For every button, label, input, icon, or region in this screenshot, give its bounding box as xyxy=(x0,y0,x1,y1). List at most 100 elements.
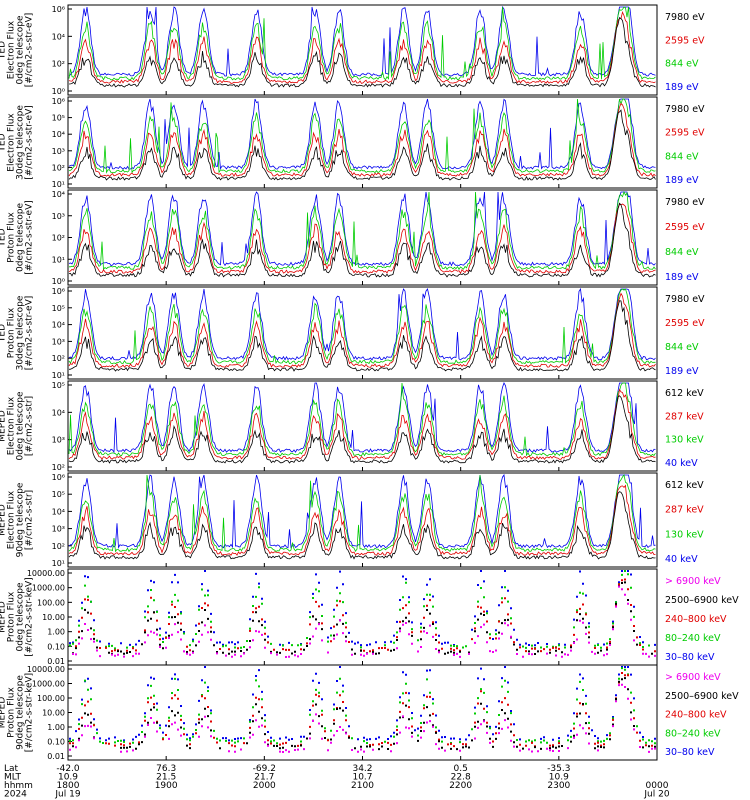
series-trace xyxy=(69,570,656,647)
x-tick-label: 21.7 xyxy=(254,773,274,783)
panel-8: 10000.00 1000.00 100.00 10.00 1.00 0.10 0.01 ME… xyxy=(0,664,739,761)
series-trace xyxy=(68,388,656,460)
y-tick-label: 10¹ xyxy=(52,559,65,568)
y-tick-label: 10000.00 xyxy=(27,665,65,674)
x-tick-label: 1800 xyxy=(57,781,80,791)
legend-entry: 189 eV xyxy=(665,272,699,283)
series-trace xyxy=(68,491,656,560)
x-tick-label: 76.3 xyxy=(156,764,176,774)
legend-entry: 844 eV xyxy=(665,59,699,70)
legend-entry: 2595 eV xyxy=(665,222,705,233)
y-tick-label: 1000.00 xyxy=(32,680,65,689)
legend-entry: 7980 eV xyxy=(665,12,705,23)
y-axis-label: TEDElectron Flux0deg telescope[#/cm2-s-s… xyxy=(0,13,35,88)
x-tick-label: 21.5 xyxy=(156,773,176,783)
y-tick-label: 10² xyxy=(52,354,65,363)
y-tick-label: 10⁰ xyxy=(52,87,65,96)
series-trace xyxy=(69,190,656,271)
panel-2: 10⁶ 10⁵ 10⁴ 10³ 10² 10¹ TEDElectron Flux30deg … xyxy=(0,96,705,189)
y-tick-label: 10³ xyxy=(52,525,65,534)
x-tick-label: 2200 xyxy=(449,781,472,791)
legend-entry: 240–800 keV xyxy=(665,710,727,721)
y-tick-label: 1.00 xyxy=(47,628,65,637)
legend-entry: 2595 eV xyxy=(665,35,705,46)
legend-entry: 40 keV xyxy=(665,458,698,469)
legend-entry: 7980 eV xyxy=(665,294,705,305)
y-tick-label: 10³ xyxy=(52,147,65,156)
y-tick-label: 10⁴ xyxy=(52,321,65,330)
panel-5: 10⁵ 10⁴ 10³ 10² MEPEDElectron Flux0deg teles… xyxy=(0,380,704,472)
legend-entry: 30–80 keV xyxy=(665,747,715,758)
legend-entry: 844 eV xyxy=(665,342,699,353)
series-trace xyxy=(68,382,656,454)
legend-entry: 7980 eV xyxy=(665,104,705,115)
panel-1: 10⁶ 10⁴ 10² 10⁰ TEDElectron Flux0deg telesco… xyxy=(0,4,705,96)
y-tick-label: 1.00 xyxy=(47,723,65,732)
y-axis-label: MEPEDElectron Flux90deg telescope[#/cm2-… xyxy=(0,482,35,557)
series-trace xyxy=(68,292,656,368)
x-tick-label: -69.2 xyxy=(253,764,276,774)
x-tick-label: 1900 xyxy=(155,781,178,791)
series-trace xyxy=(68,287,656,361)
y-tick-label: 10² xyxy=(52,463,65,472)
series-trace xyxy=(68,203,656,274)
series-trace xyxy=(68,6,656,81)
legend-entry: 130 keV xyxy=(665,435,704,446)
legend-entry: 40 keV xyxy=(665,554,698,565)
series-trace xyxy=(68,98,656,174)
x-tick-label: 0.5 xyxy=(454,764,468,774)
series-trace xyxy=(68,474,656,553)
series-trace xyxy=(68,395,656,464)
y-tick-label: 10⁶ xyxy=(52,473,65,482)
y-tick-label: 10¹ xyxy=(52,180,65,189)
series-trace xyxy=(68,202,656,278)
y-axis-label: TEDProton Flux30deg telescope[#/cm2-s-st… xyxy=(0,295,35,370)
legend-entry: 612 keV xyxy=(665,480,704,491)
y-tick-label: 10000.00 xyxy=(27,569,65,578)
y-tick-label: 10⁵ xyxy=(52,304,65,313)
x-tick-label: 34.2 xyxy=(352,764,372,774)
y-tick-label: 10³ xyxy=(52,212,65,221)
series-trace xyxy=(69,667,656,745)
legend-entry: 80–240 keV xyxy=(665,633,721,644)
series-trace xyxy=(68,10,656,84)
x-axis-row-label: hhmm xyxy=(4,781,33,791)
y-tick-label: 10³ xyxy=(52,337,65,346)
series-trace xyxy=(68,109,656,181)
y-tick-label: 0.10 xyxy=(47,738,65,747)
legend-entry: 2595 eV xyxy=(665,128,705,139)
x-tick-label: 22.8 xyxy=(451,773,471,783)
panel-frame xyxy=(67,664,658,761)
y-tick-label: 1000.00 xyxy=(32,584,65,593)
y-tick-label: 10¹ xyxy=(52,255,65,264)
series-trace xyxy=(68,473,656,549)
series-trace xyxy=(75,578,656,653)
panel-6: 10⁶ 10⁵ 10⁴ 10³ 10² 10¹ MEPEDElectron Flux90de… xyxy=(0,472,704,568)
legend-entry: 287 keV xyxy=(665,411,704,422)
x-tick-label: 10.7 xyxy=(352,773,372,783)
y-tick-label: 10.00 xyxy=(42,613,65,622)
series-trace xyxy=(68,484,656,556)
y-tick-label: 10⁴ xyxy=(52,507,65,516)
y-tick-label: 10² xyxy=(52,163,65,172)
y-axis-label: TEDProton Flux0deg telescope[#/cm2-s-str… xyxy=(0,200,35,275)
legend-entry: 130 keV xyxy=(665,529,704,540)
y-axis-label: MEPEDElectron Flux0deg telescope[#/cm2-s… xyxy=(0,391,35,461)
y-tick-label: 100.00 xyxy=(37,598,65,607)
panel-4: 10⁶ 10⁵ 10⁴ 10³ 10² 10¹ TEDProton Flux30deg te… xyxy=(0,286,705,380)
y-tick-label: 10.00 xyxy=(42,709,65,718)
x-tick-label: 2100 xyxy=(351,781,374,791)
x-tick-label: Jul 19 xyxy=(54,790,80,800)
x-axis-row-label: MLT xyxy=(4,773,22,783)
legend-entry: 189 eV xyxy=(665,175,699,186)
y-tick-label: 0.10 xyxy=(47,642,65,651)
x-axis-row-label: Lat xyxy=(4,764,19,774)
series-trace xyxy=(69,683,656,753)
y-tick-label: 10⁶ xyxy=(52,97,65,106)
x-tick-label: Jul 20 xyxy=(643,790,669,800)
series-trace xyxy=(68,288,656,365)
legend-entry: 844 eV xyxy=(665,247,699,258)
y-axis-label: MEPEDProton Flux0deg telescope[#/cm2-s-s… xyxy=(0,577,35,656)
panel-7: 10000.00 1000.00 100.00 10.00 1.00 0.10 0.01 ME… xyxy=(0,568,739,666)
